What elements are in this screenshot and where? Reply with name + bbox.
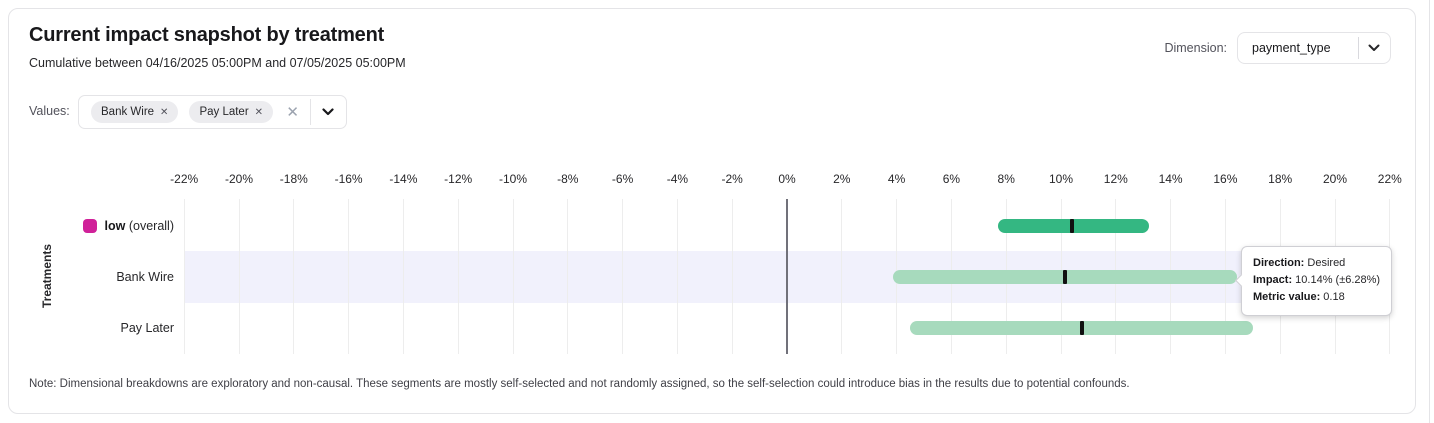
x-tick-label: -4% — [666, 172, 689, 186]
grid-line — [183, 199, 185, 354]
x-tick-label: 0% — [778, 172, 796, 186]
values-label: Values: — [29, 104, 70, 118]
grid-line — [841, 199, 843, 354]
row-label-pay-later: Pay Later — [9, 319, 174, 337]
grid-line — [512, 199, 514, 354]
row-label-bank-wire: Bank Wire — [9, 268, 174, 286]
tooltip-direction-line: Direction: Desired — [1253, 257, 1346, 269]
select-divider — [1358, 37, 1359, 59]
grid-line — [457, 199, 459, 354]
page-title: Current impact snapshot by treatment — [29, 24, 385, 46]
point-estimate-tick — [1079, 321, 1084, 335]
x-tick-label: -10% — [498, 172, 527, 186]
x-tick-label: 8% — [997, 172, 1015, 186]
values-chip-list: Bank Wire ✕ Pay Later ✕ — [91, 101, 284, 123]
x-tick-label: 22% — [1377, 172, 1402, 186]
tooltip-metric-value-line: Metric value: 0.18 — [1253, 291, 1345, 303]
chevron-down-icon[interactable] — [322, 108, 334, 116]
dimension-label: Dimension: — [1164, 41, 1227, 55]
x-tick-label: -2% — [721, 172, 743, 186]
zero-baseline — [786, 199, 788, 354]
x-tick-label: -22% — [170, 172, 199, 186]
row-label-low-overall: low (overall) — [9, 217, 174, 235]
x-tick-label: -18% — [279, 172, 308, 186]
grid-line — [402, 199, 404, 354]
chip-label: Pay Later — [199, 106, 249, 118]
x-tick-label: 20% — [1322, 172, 1348, 186]
point-estimate-tick — [1062, 270, 1067, 284]
impact-chart: Treatments Direction: Desired Impact: 10… — [9, 159, 1415, 367]
x-tick-label: 4% — [887, 172, 906, 186]
disclaimer-note: Note: Dimensional breakdowns are explora… — [29, 378, 1130, 390]
x-tick-label: -8% — [557, 172, 579, 186]
x-tick-label: 12% — [1103, 172, 1128, 186]
row-label-text: Bank Wire — [116, 270, 174, 284]
x-tick-label: -14% — [389, 172, 418, 186]
x-tick-label: -6% — [611, 172, 634, 186]
legend-swatch — [82, 219, 97, 233]
values-box-divider — [310, 99, 311, 125]
x-tick-label: -16% — [334, 172, 363, 186]
row-label-text: Pay Later — [120, 321, 174, 335]
x-tick-label: 6% — [942, 172, 961, 186]
x-tick-label: 16% — [1213, 172, 1238, 186]
x-tick-label: -12% — [444, 172, 473, 186]
x-tick-label: 10% — [1048, 172, 1074, 186]
grid-line — [238, 199, 240, 354]
value-chip-pay-later[interactable]: Pay Later ✕ — [189, 101, 274, 123]
dimension-select[interactable]: payment_type — [1237, 32, 1391, 64]
grid-line — [567, 199, 569, 354]
chevron-down-icon — [1368, 44, 1380, 51]
value-chip-bank-wire[interactable]: Bank Wire ✕ — [91, 101, 179, 123]
point-estimate-tick — [1069, 219, 1074, 233]
chip-remove-icon[interactable]: ✕ — [254, 106, 264, 118]
dimension-selected-value: payment_type — [1252, 41, 1331, 55]
x-tick-label: 2% — [833, 172, 851, 186]
chip-remove-icon[interactable]: ✕ — [160, 106, 169, 118]
x-tick-label: -20% — [224, 172, 253, 186]
bar-tooltip: Direction: Desired Impact: 10.14% (±6.28… — [1241, 246, 1393, 316]
chip-label: Bank Wire — [101, 106, 155, 118]
grid-line — [348, 199, 350, 354]
date-range-subtitle: Cumulative between 04/16/2025 05:00PM an… — [29, 56, 406, 70]
x-tick-label: 14% — [1158, 172, 1183, 186]
grid-line — [293, 199, 295, 354]
dimension-control: Dimension: payment_type — [1164, 32, 1391, 64]
grid-line — [731, 199, 733, 354]
grid-line — [676, 199, 678, 354]
x-tick-label: 18% — [1268, 172, 1293, 186]
adjacent-card-edge — [1429, 0, 1434, 423]
tooltip-impact-line: Impact: 10.14% (±6.28%) — [1253, 274, 1381, 286]
clear-values-icon[interactable]: ✕ — [286, 103, 299, 121]
row-label-text: low (overall) — [104, 219, 174, 233]
values-multiselect[interactable]: Bank Wire ✕ Pay Later ✕ ✕ — [78, 95, 347, 129]
grid-line — [622, 199, 624, 354]
impact-snapshot-card: Current impact snapshot by treatment Cum… — [8, 8, 1416, 414]
